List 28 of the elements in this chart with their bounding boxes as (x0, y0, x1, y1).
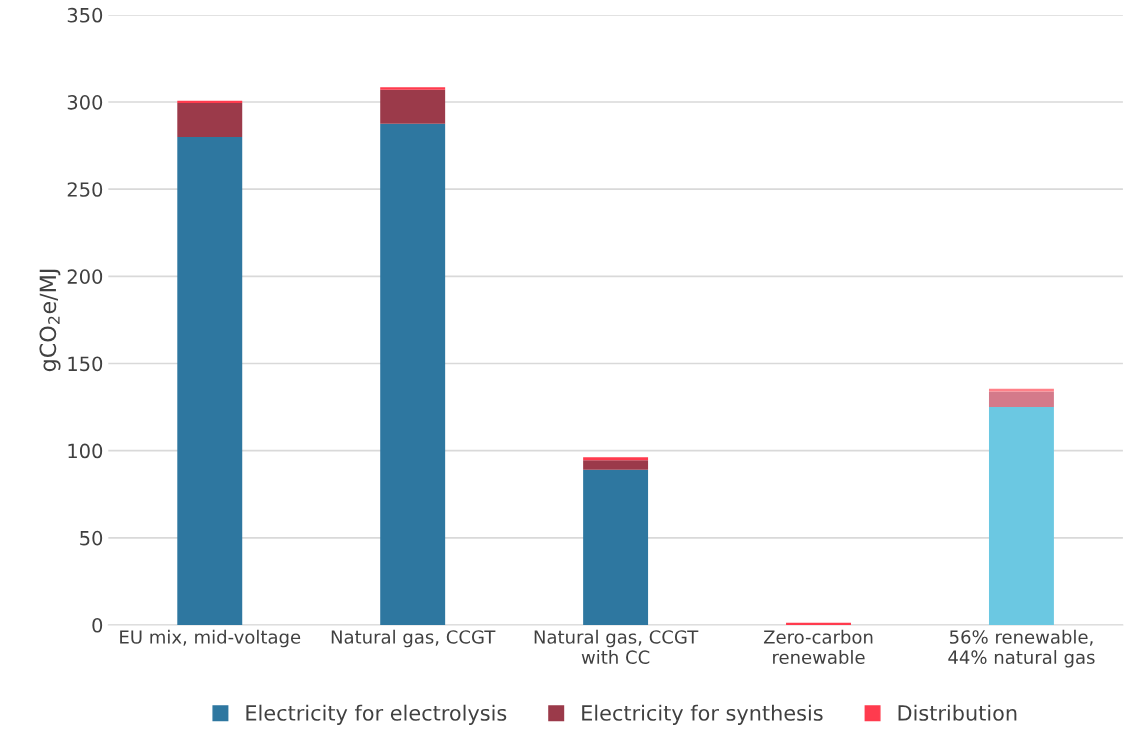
x-tick-label: 56% renewable, 44% natural gas (948, 629, 1095, 668)
y-tick-label: 350 (67, 7, 103, 23)
bar (583, 469, 649, 625)
x-tick-label: EU mix, mid-voltage (120, 629, 301, 648)
legend-label: Distribution (898, 704, 1017, 721)
x-tick-label: Natural gas, CCGT (331, 629, 496, 648)
y-tick-label: 250 (67, 182, 103, 197)
y-tick-label: 100 (68, 443, 103, 459)
bar (380, 89, 446, 124)
bar (583, 460, 649, 470)
bar (177, 102, 243, 137)
bar (583, 457, 649, 461)
y-tick-label: 150 (68, 356, 103, 372)
y-tick-label: 0 (92, 617, 103, 633)
y-tick-label: 50 (80, 530, 103, 546)
bar (380, 87, 446, 90)
bar (177, 136, 243, 625)
bar (177, 100, 243, 103)
bar (380, 123, 446, 625)
y-axis-title: gCO$_{2}$e/MJ (39, 269, 61, 372)
bar (988, 391, 1054, 408)
x-tick-label: Natural gas, CCGT with CC (534, 629, 699, 665)
bar (988, 407, 1054, 625)
x-tick-label: Zero-carbon renewable (763, 629, 873, 665)
legend-label: Electricity for electrolysis (246, 704, 507, 725)
y-tick-label: 300 (67, 94, 103, 110)
legend-label: Electricity for synthesis (582, 704, 823, 725)
y-tick-label: 200 (67, 269, 103, 285)
